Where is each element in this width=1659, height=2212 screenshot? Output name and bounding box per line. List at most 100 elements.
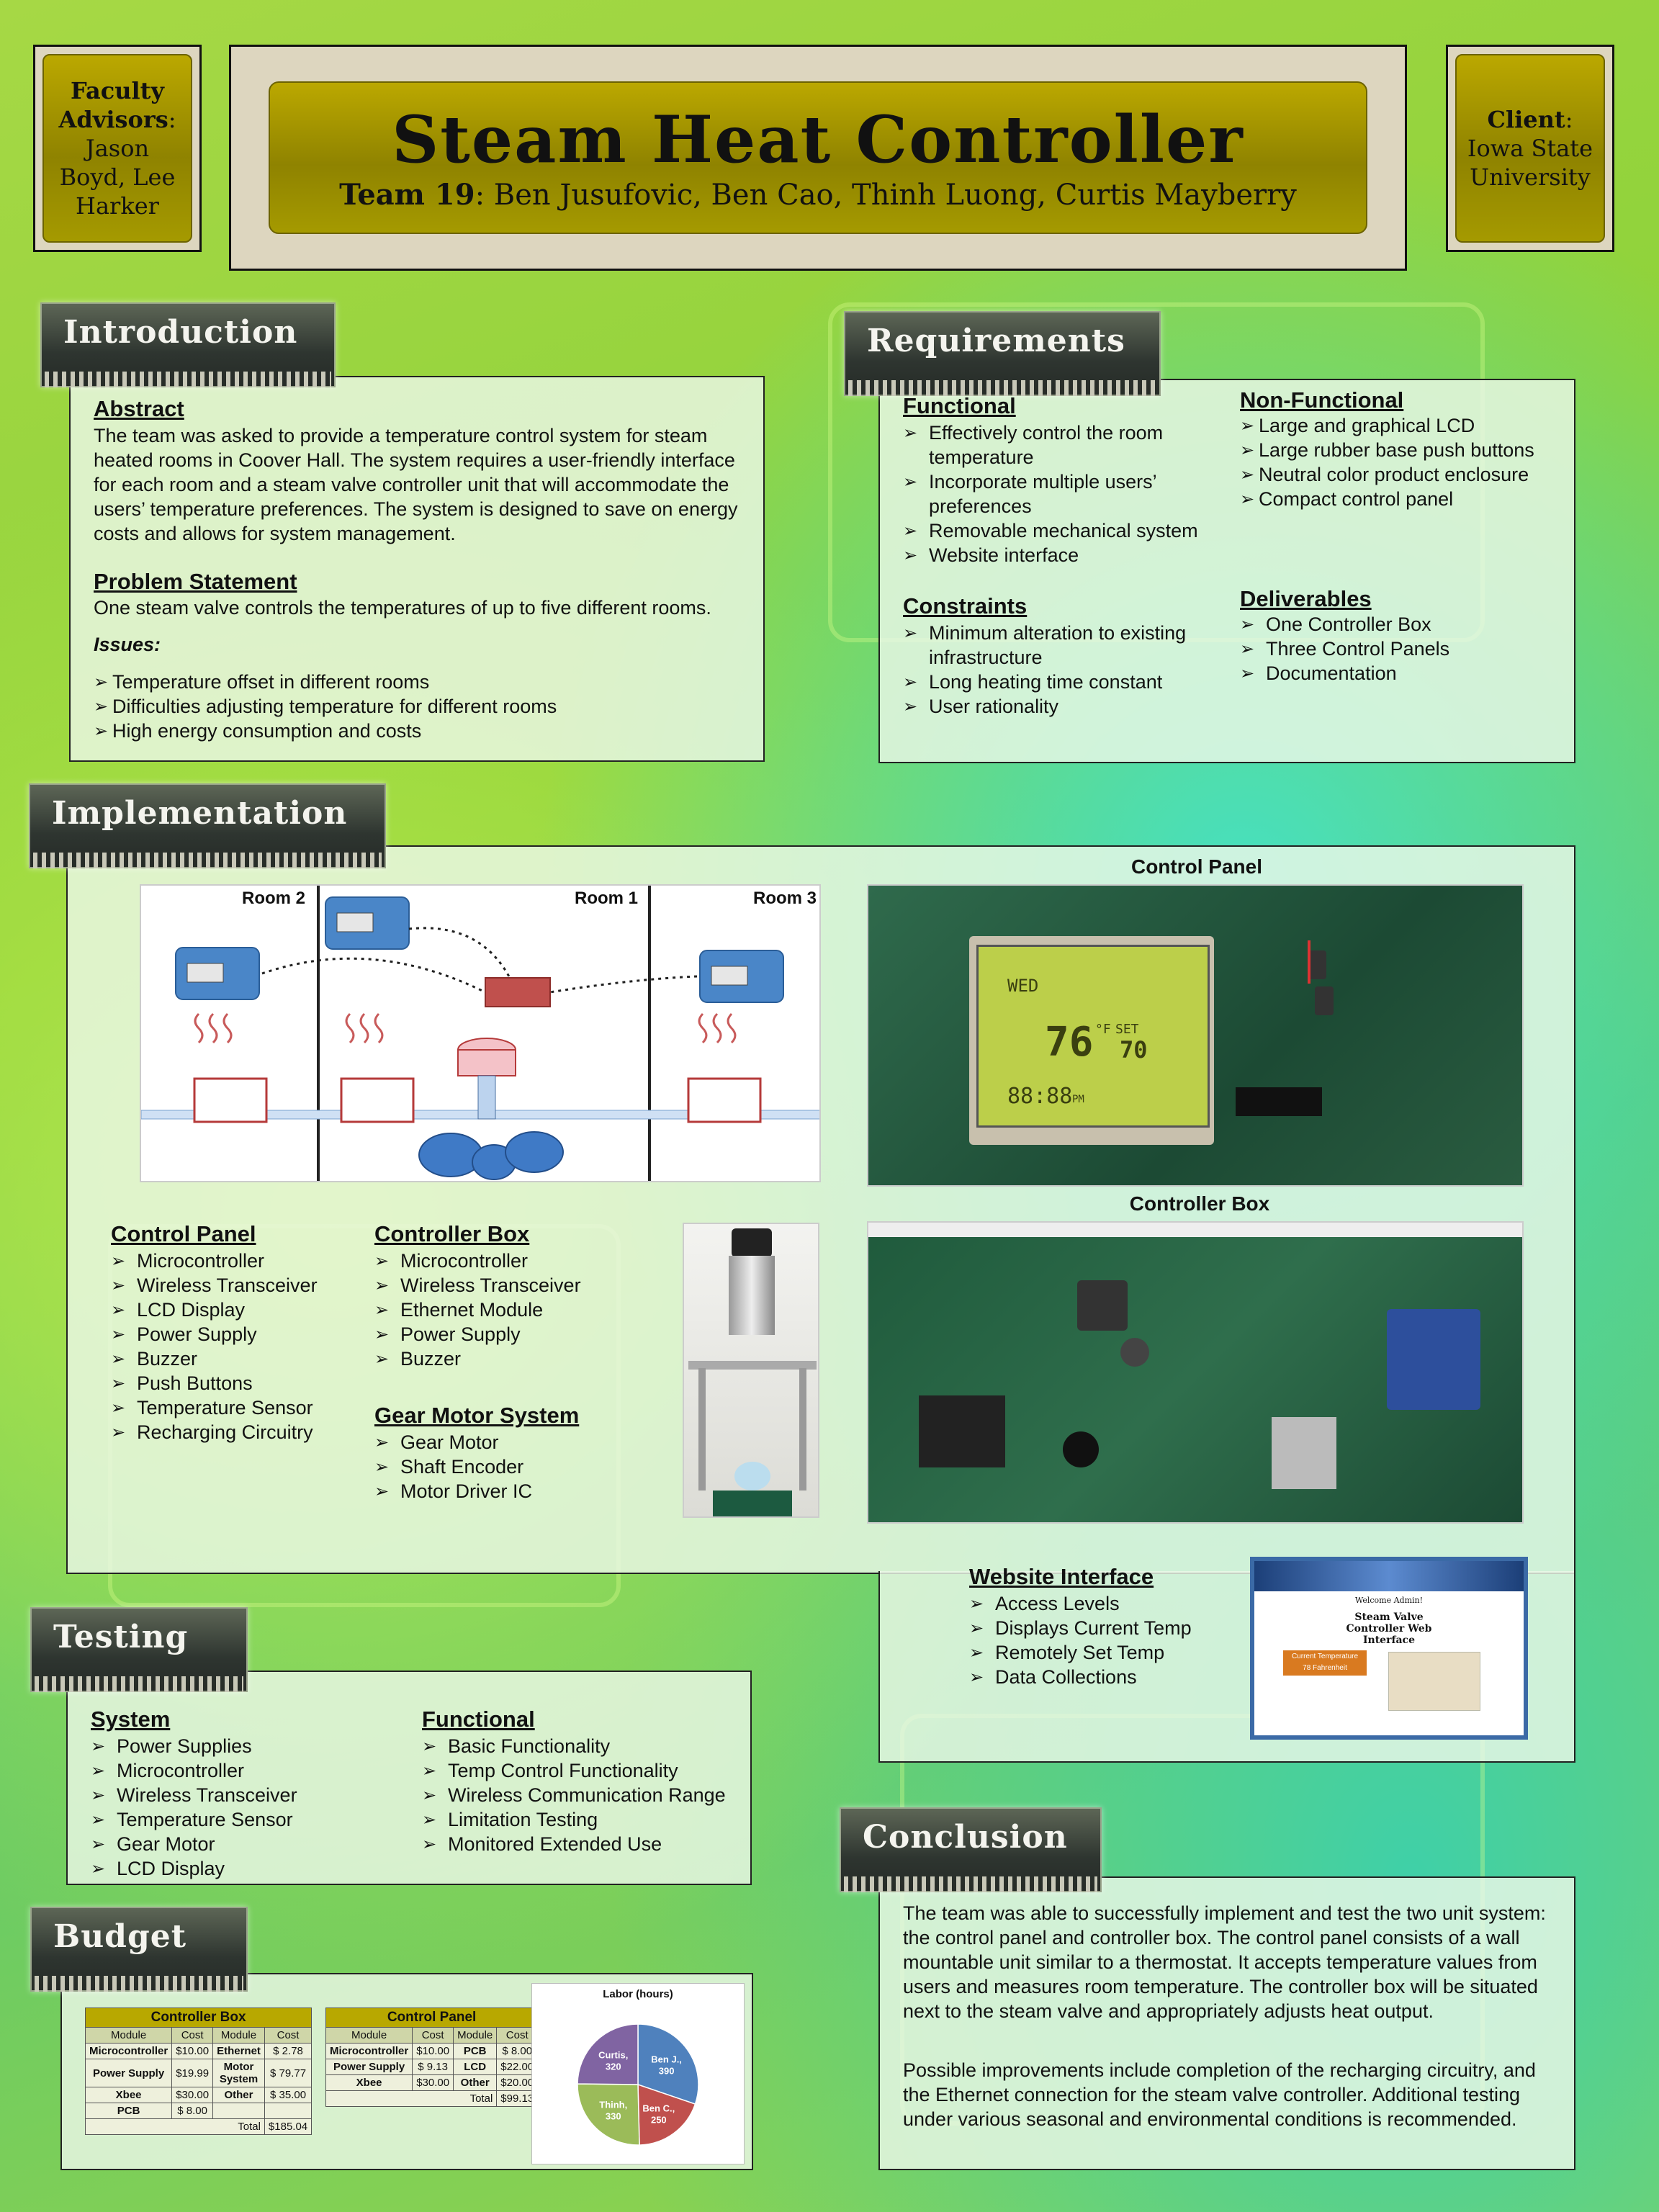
controller-box-caption: Controller Box <box>1129 1192 1270 1215</box>
pie-slice-label: Curtis, 320 <box>598 2049 628 2072</box>
total-label: Total <box>325 2090 498 2107</box>
list-item: Gear Motor <box>91 1832 297 1856</box>
lcd-unit: °F <box>1095 1022 1111 1037</box>
lcd-pm: PM <box>1072 1094 1084 1105</box>
table-cell: Xbee <box>84 2087 173 2103</box>
table-row: Microcontroller $10.00 Ethernet $ 2.78 <box>84 2043 313 2059</box>
website-current-value: 78 Fahrenheit <box>1303 1664 1347 1672</box>
list-item: Three Control Panels <box>1240 637 1564 661</box>
introduction-header: Introduction <box>40 302 336 387</box>
list-item: Large and graphical LCD <box>1240 413 1571 438</box>
deliverables-list: One Controller Box Three Control Panels … <box>1240 612 1564 685</box>
constraints-list: Minimum alteration to existing infrastru… <box>903 621 1213 719</box>
issues-list: Temperature offset in different rooms Di… <box>94 670 557 743</box>
budget-header: Budget <box>30 1907 248 1992</box>
table-header: Cost <box>171 2027 214 2044</box>
functional-list: Effectively control the room temperature… <box>903 421 1220 567</box>
lcd-display: WED 76 °F SET 70 88:88 PM <box>976 945 1210 1128</box>
controller-box-heading: Controller Box <box>374 1221 530 1246</box>
list-item: One Controller Box <box>1240 612 1564 637</box>
diagram-room-label: Room 1 <box>575 889 639 908</box>
table-cell: $10.00 <box>412 2043 454 2059</box>
list-item: Power Supply <box>374 1322 581 1346</box>
list-item: Wireless Communication Range <box>422 1783 726 1807</box>
requirements-title: Requirements <box>867 323 1125 359</box>
list-item: User rationality <box>903 694 1213 719</box>
client-box: Client: Iowa State University <box>1446 45 1614 252</box>
website-current-label: Current Temperature <box>1291 1653 1359 1660</box>
table-cell: PCB <box>453 2043 498 2059</box>
table-cell: $ 9.13 <box>412 2059 454 2075</box>
table-row: Xbee $30.00 Other $20.00 <box>325 2074 539 2091</box>
control-panel-caption: Control Panel <box>1130 855 1262 878</box>
advisors-label: Faculty Advisors <box>58 77 168 133</box>
table-cell <box>212 2103 265 2119</box>
table-cell <box>264 2103 313 2119</box>
table-header: Module <box>453 2027 498 2044</box>
implementation-header: Implementation <box>29 783 386 868</box>
list-item: Temp Control Functionality <box>422 1758 726 1783</box>
list-item: Difficulties adjusting temperature for d… <box>94 694 557 719</box>
implementation-title: Implementation <box>52 795 348 832</box>
table-cell: Power Supply <box>325 2059 413 2075</box>
list-item: Buzzer <box>111 1346 318 1371</box>
conclusion-paragraph-2: Possible improvements include completion… <box>903 2059 1536 2130</box>
control-panel-list: Microcontroller Wireless Transceiver LCD… <box>111 1249 318 1444</box>
pie-slice-label: Ben J., 390 <box>651 2054 682 2077</box>
list-item: Monitored Extended Use <box>422 1832 726 1856</box>
table-row: Power Supply $19.99 Motor System $ 79.77 <box>84 2059 313 2087</box>
pie-slice-label: Thinh, 330 <box>599 2100 627 2122</box>
abstract-heading: Abstract <box>94 396 184 421</box>
table-cell: Motor System <box>212 2059 265 2087</box>
pie-slice <box>637 2083 696 2146</box>
list-item: Microcontroller <box>374 1249 581 1273</box>
list-item: Limitation Testing <box>422 1807 726 1832</box>
table-header: Cost <box>412 2027 454 2044</box>
table-header: Module <box>325 2027 413 2044</box>
client-label: Client <box>1487 106 1565 133</box>
list-item: Buzzer <box>374 1346 581 1371</box>
table-header: Cost <box>496 2027 539 2044</box>
table-cell: $19.99 <box>171 2059 214 2087</box>
list-item: Website interface <box>903 543 1220 567</box>
table-title: Control Panel <box>325 2008 539 2028</box>
table-header: Module <box>84 2027 173 2044</box>
table-total-row: Total $99.13 <box>325 2090 539 2107</box>
team-members: : Ben Jusufovic, Ben Cao, Thinh Luong, C… <box>475 179 1297 212</box>
control-panel-photo: WED 76 °F SET 70 88:88 PM <box>867 884 1524 1187</box>
problem-heading: Problem Statement <box>94 569 297 594</box>
advisors-names: Jason Boyd, Lee Harker <box>59 135 176 220</box>
table-cell: $22.00 <box>496 2059 539 2075</box>
testing-system-list: Power Supplies Microcontroller Wireless … <box>91 1734 297 1881</box>
controller-box-list: Microcontroller Wireless Transceiver Eth… <box>374 1249 581 1371</box>
list-item: Basic Functionality <box>422 1734 726 1758</box>
problem-text: One steam valve controls the temperature… <box>94 597 711 619</box>
team-label: Team 19 <box>339 178 475 212</box>
list-item: Push Buttons <box>111 1371 318 1395</box>
list-item: Gear Motor <box>374 1430 532 1455</box>
lcd-set-label: SET <box>1115 1022 1139 1037</box>
total-value: $185.04 <box>264 2118 313 2135</box>
issues-heading: Issues: <box>94 634 161 655</box>
table-title: Controller Box <box>84 2008 313 2028</box>
pie-slice-label: Ben C., 250 <box>642 2103 675 2125</box>
testing-functional-list: Basic Functionality Temp Control Functio… <box>422 1734 726 1856</box>
list-item: Motor Driver IC <box>374 1479 532 1503</box>
table-cell: $ 2.78 <box>264 2043 313 2059</box>
control-panel-budget-table: Control Panel Module Cost Module Cost Mi… <box>325 2008 539 2107</box>
introduction-title: Introduction <box>63 314 298 351</box>
total-label: Total <box>85 2118 265 2135</box>
list-item: LCD Display <box>91 1856 297 1881</box>
table-cell: $30.00 <box>412 2074 454 2091</box>
conclusion-title: Conclusion <box>863 1819 1068 1856</box>
controller-box-photo <box>867 1221 1524 1524</box>
list-item: Recharging Circuitry <box>111 1420 318 1444</box>
list-item: Minimum alteration to existing infrastru… <box>903 621 1213 670</box>
title-box: Steam Heat Controller Team 19: Ben Jusuf… <box>229 45 1407 271</box>
system-diagram: Room 2 Room 1 Room 3 <box>140 884 821 1182</box>
chart-title: Labor (hours) <box>603 1988 673 2000</box>
website-interface-heading: Website Interface <box>969 1564 1154 1589</box>
labor-chart: Labor (hours) Ben J., 390 Ben C., 250 Thinh,… <box>531 1983 745 2164</box>
list-item: Temperature Sensor <box>91 1807 297 1832</box>
pie-slice <box>577 2083 640 2146</box>
